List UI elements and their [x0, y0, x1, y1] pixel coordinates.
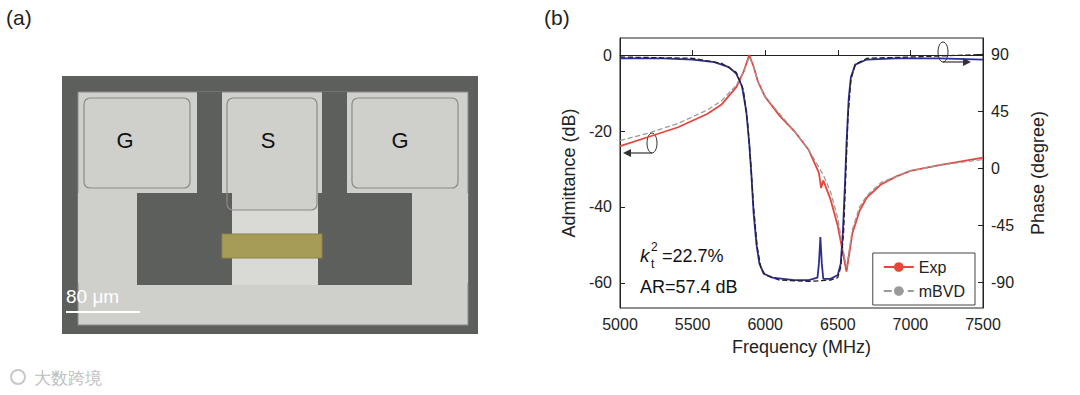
svg-text:Exp: Exp — [919, 259, 947, 276]
svg-text:5000: 5000 — [602, 316, 638, 333]
svg-text:-20: -20 — [589, 123, 612, 140]
svg-text:6000: 6000 — [747, 316, 783, 333]
svg-text:-90: -90 — [991, 274, 1014, 291]
svg-text:45: 45 — [991, 103, 1009, 120]
svg-text:Admittance (dB): Admittance (dB) — [559, 108, 579, 237]
svg-text:90: 90 — [991, 46, 1009, 63]
svg-text:k: k — [640, 245, 651, 266]
svg-text:G: G — [116, 128, 133, 153]
svg-text:-45: -45 — [991, 217, 1014, 234]
svg-text:mBVD: mBVD — [919, 283, 965, 300]
svg-text:7000: 7000 — [893, 316, 929, 333]
svg-text:-60: -60 — [589, 274, 612, 291]
svg-text:=22.7%: =22.7% — [662, 246, 724, 266]
svg-text:t: t — [651, 257, 655, 271]
svg-text:0: 0 — [603, 47, 612, 64]
svg-text:0: 0 — [991, 160, 1000, 177]
html-text:(b): (b) — [544, 6, 570, 29]
svg-text:7500: 7500 — [965, 316, 1001, 333]
svg-text:2: 2 — [651, 240, 658, 254]
svg-text:AR=57.4 dB: AR=57.4 dB — [640, 277, 738, 297]
svg-text:-40: -40 — [589, 198, 612, 215]
svg-text:6500: 6500 — [820, 316, 856, 333]
svg-text:G: G — [391, 128, 408, 153]
html-text:(a): (a) — [6, 6, 32, 29]
svg-text:Frequency (MHz): Frequency (MHz) — [732, 337, 871, 357]
svg-text:5500: 5500 — [675, 316, 711, 333]
svg-text:大数跨境: 大数跨境 — [34, 368, 102, 388]
svg-text:S: S — [261, 128, 276, 153]
svg-text:Phase (degree): Phase (degree) — [1028, 111, 1048, 235]
svg-text:80 μm: 80 μm — [66, 286, 119, 307]
